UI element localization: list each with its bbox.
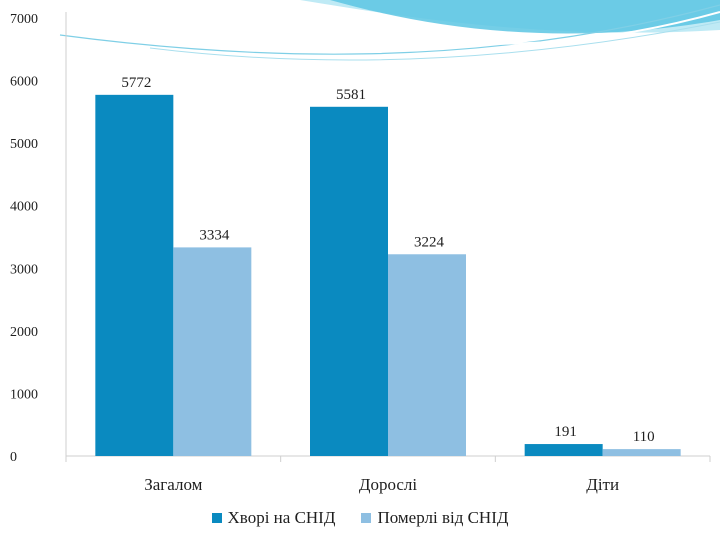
data-label: 5772 — [121, 75, 151, 91]
data-labels: 5772 3334 5581 3224 191 110 — [121, 75, 654, 445]
y-tick-label: 4000 — [10, 200, 38, 215]
legend-swatch-series-2 — [361, 513, 372, 523]
x-category-label: Дорослі — [359, 475, 418, 494]
legend: Хворі на СНІД Померлі від СНІД — [0, 508, 720, 528]
bar-series-2 — [173, 247, 252, 456]
legend-label-series-2: Померлі від СНІД — [377, 508, 509, 527]
bar-series-1 — [95, 94, 174, 457]
data-label: 110 — [633, 429, 655, 445]
bar-series-2 — [388, 254, 466, 456]
legend-item-series-1: Хворі на СНІД — [211, 508, 336, 528]
decorative-wave-banner — [59, 0, 720, 61]
wave-band-main — [330, 0, 720, 34]
wave-line-3 — [419, 11, 720, 45]
legend-swatch-series-1 — [211, 513, 222, 523]
legend-label-series-1: Хворі на СНІД — [227, 508, 336, 527]
x-category-label: Діти — [586, 475, 619, 494]
y-tick-label: 7000 — [10, 12, 38, 27]
wave-line-2 — [149, 21, 720, 61]
y-tick-label: 5000 — [10, 137, 38, 152]
wave-line-1 — [59, 4, 720, 55]
bar-series-1 — [524, 444, 603, 456]
x-category-label: Загалом — [144, 475, 202, 494]
data-label: 5581 — [336, 87, 366, 103]
bars — [95, 94, 681, 457]
data-label: 191 — [554, 424, 577, 440]
bar-series-2 — [602, 449, 681, 456]
legend-item-series-2: Померлі від СНІД — [361, 508, 508, 528]
data-label: 3224 — [414, 234, 445, 250]
bar-series-1 — [310, 106, 388, 457]
y-tick-label: 1000 — [10, 387, 38, 402]
y-tick-label: 0 — [10, 450, 17, 465]
y-tick-label: 2000 — [10, 325, 38, 340]
y-tick-label: 3000 — [10, 262, 38, 277]
data-label: 3334 — [199, 227, 230, 243]
y-tick-label: 6000 — [10, 75, 38, 90]
axes: 0 1000 2000 3000 4000 5000 6000 7000 Загалом Доро… — [10, 12, 711, 494]
